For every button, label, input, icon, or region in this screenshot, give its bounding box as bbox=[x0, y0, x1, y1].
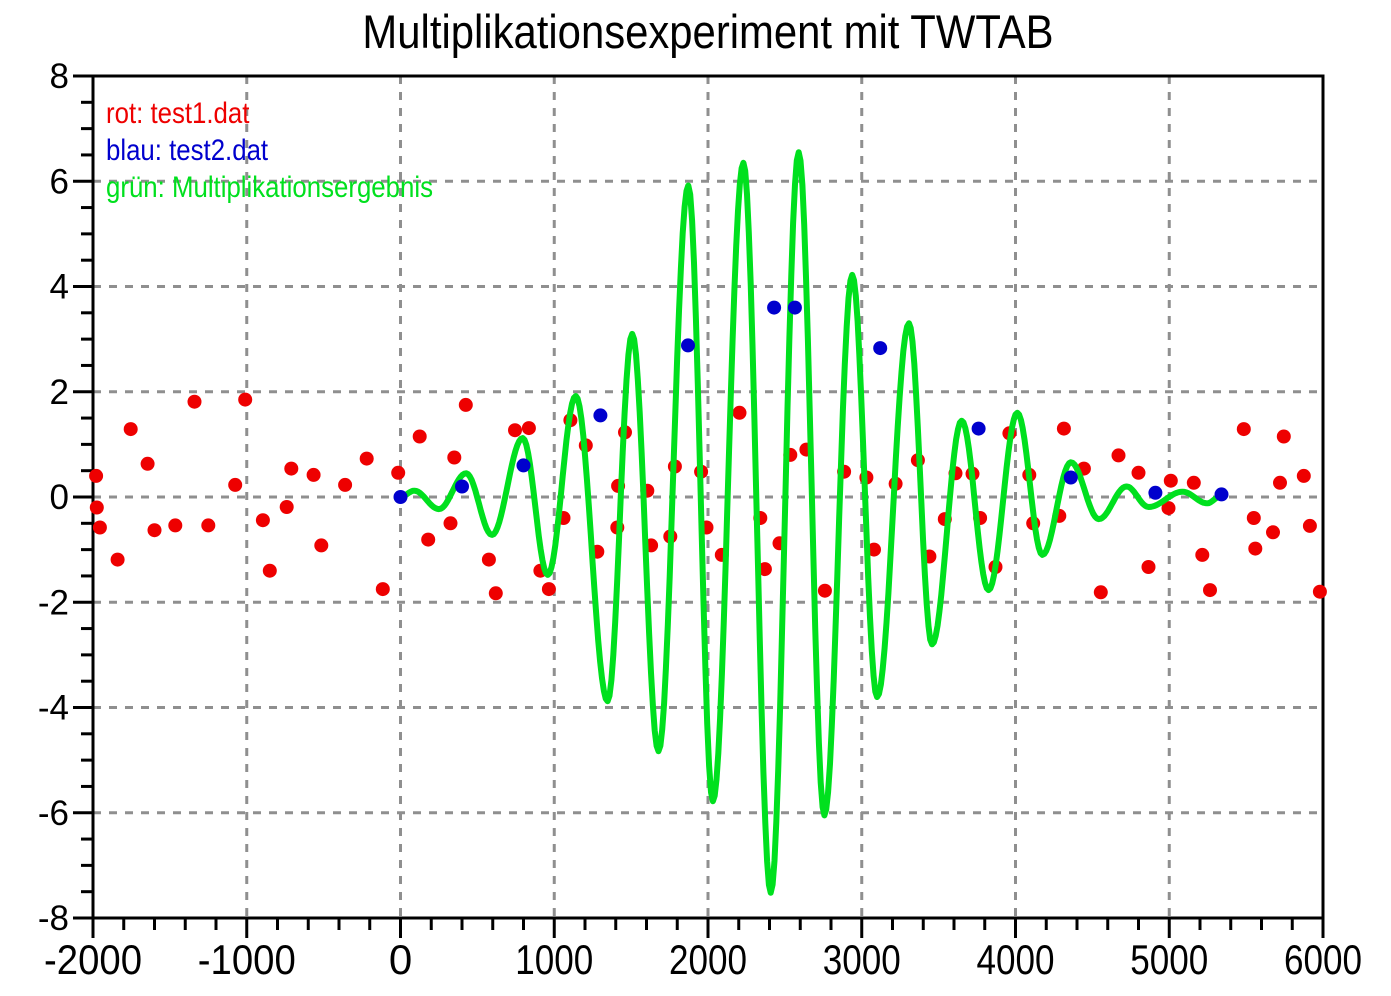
series-test2-points bbox=[393, 300, 1229, 504]
svg-text:2: 2 bbox=[50, 373, 69, 412]
svg-text:-2000: -2000 bbox=[44, 936, 142, 983]
series-produkt-line bbox=[397, 149, 1224, 896]
svg-text:1000: 1000 bbox=[515, 936, 593, 983]
svg-text:8: 8 bbox=[50, 57, 69, 96]
legend-item-test1: rot: test1.dat bbox=[106, 97, 250, 130]
plot-border bbox=[91, 74, 1325, 920]
y-tick-labels: -8 -6 -4 -2 0 2 4 6 8 bbox=[38, 57, 69, 938]
svg-text:-6: -6 bbox=[38, 794, 69, 833]
svg-text:6: 6 bbox=[50, 162, 69, 201]
legend-item-produkt: grün: Multiplikationsergebnis bbox=[106, 171, 433, 204]
svg-text:-8: -8 bbox=[38, 899, 69, 938]
legend: rot: test1.dat blau: test2.dat grün: Mul… bbox=[106, 95, 486, 206]
y-ticks bbox=[73, 74, 93, 920]
svg-text:0: 0 bbox=[50, 478, 69, 517]
svg-text:6000: 6000 bbox=[1284, 936, 1362, 983]
svg-text:2000: 2000 bbox=[669, 936, 747, 983]
svg-text:3000: 3000 bbox=[823, 936, 901, 983]
svg-text:4: 4 bbox=[50, 268, 69, 307]
x-tick-labels: -2000 -1000 0 1000 2000 3000 4000 5000 6000 bbox=[44, 936, 1362, 983]
svg-text:5000: 5000 bbox=[1130, 936, 1208, 983]
legend-item-test2: blau: test2.dat bbox=[106, 134, 269, 167]
svg-text:4000: 4000 bbox=[977, 936, 1055, 983]
svg-text:-4: -4 bbox=[38, 689, 69, 728]
chart-title: Multiplikationsexperiment mit TWTAB bbox=[362, 5, 1054, 58]
svg-text:-1000: -1000 bbox=[198, 936, 296, 983]
x-ticks bbox=[91, 918, 1325, 938]
svg-text:0: 0 bbox=[389, 936, 412, 983]
svg-text:-2: -2 bbox=[38, 583, 69, 622]
